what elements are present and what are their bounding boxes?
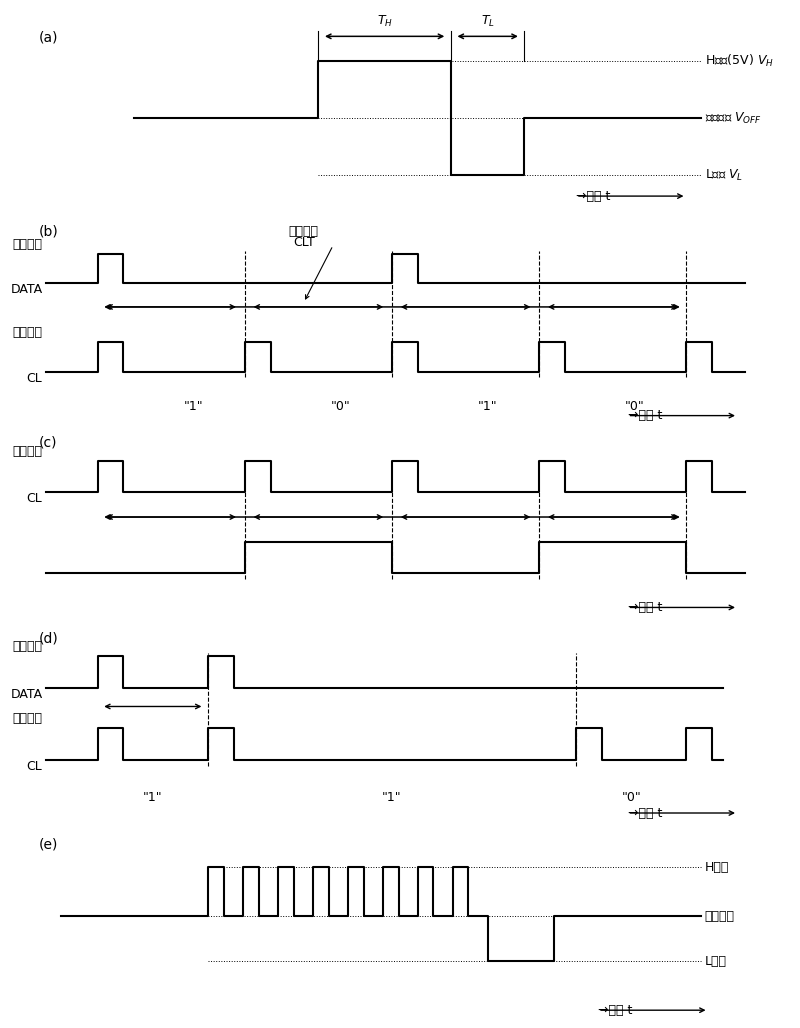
Text: DATA: DATA xyxy=(10,284,42,296)
Text: CL: CL xyxy=(26,760,42,773)
Text: H电平: H电平 xyxy=(705,860,729,874)
Text: L电平 $V_L$: L电平 $V_L$ xyxy=(705,168,743,183)
Text: "1": "1" xyxy=(183,400,203,413)
Text: CLT: CLT xyxy=(293,236,314,250)
Text: "0": "0" xyxy=(622,791,641,804)
Text: 时钟周期: 时钟周期 xyxy=(289,225,318,237)
Text: L电平: L电平 xyxy=(705,955,727,967)
Text: "1": "1" xyxy=(143,791,162,804)
Text: CL: CL xyxy=(26,492,42,505)
Text: (b): (b) xyxy=(38,225,58,238)
Text: "1": "1" xyxy=(382,791,402,804)
Text: (e): (e) xyxy=(38,837,58,851)
Text: (d): (d) xyxy=(38,631,58,646)
Text: 偏置电压: 偏置电压 xyxy=(705,910,735,923)
Text: →时间 t: →时间 t xyxy=(576,189,610,203)
Text: (a): (a) xyxy=(38,31,58,44)
Text: $T_L$: $T_L$ xyxy=(481,13,494,29)
Text: DATA: DATA xyxy=(10,688,42,701)
Text: CL: CL xyxy=(26,371,42,384)
Text: "0": "0" xyxy=(625,400,645,413)
Text: →时间 t: →时间 t xyxy=(627,409,662,423)
Text: H电平(5V) $V_H$: H电平(5V) $V_H$ xyxy=(705,53,774,69)
Text: 数据信号: 数据信号 xyxy=(13,238,42,251)
Text: 数据信号: 数据信号 xyxy=(13,640,42,653)
Text: 时钟信号: 时钟信号 xyxy=(13,445,42,457)
Text: "1": "1" xyxy=(478,400,498,413)
Text: 偏置电压 $V_{OFF}$: 偏置电压 $V_{OFF}$ xyxy=(705,111,762,125)
Text: →时间 t: →时间 t xyxy=(627,807,662,819)
Text: $T_H$: $T_H$ xyxy=(377,13,393,29)
Text: →时间 t: →时间 t xyxy=(627,601,662,614)
Text: (c): (c) xyxy=(38,436,58,450)
Text: 时钟信号: 时钟信号 xyxy=(13,326,42,339)
Text: "0": "0" xyxy=(330,400,350,413)
Text: →时间 t: →时间 t xyxy=(598,1003,633,1017)
Text: 时钟信号: 时钟信号 xyxy=(13,712,42,726)
